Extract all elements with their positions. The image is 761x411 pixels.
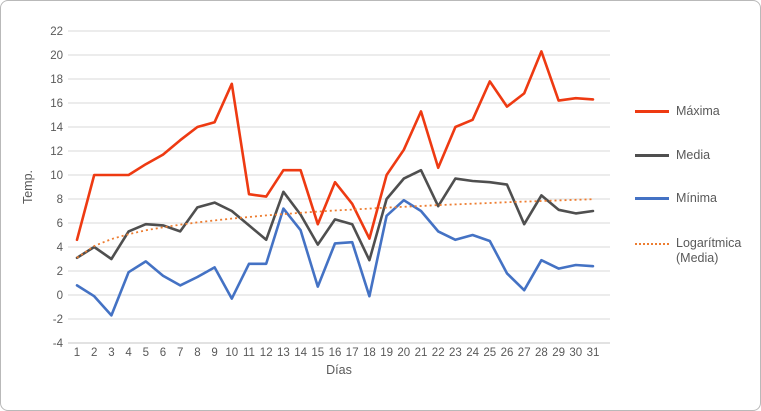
y-tick-label: -2 [53,314,63,326]
y-tick-label: 18 [50,74,63,86]
legend-label-maxima: Máxima [676,104,720,118]
x-tick-label: 29 [552,347,565,359]
logaritmica-line-swatch-icon [635,243,669,245]
x-tick-label: 24 [466,347,479,359]
x-tick-label: 26 [501,347,514,359]
y-tick-label: 16 [50,98,63,110]
y-axis-title: Temp. [21,170,35,204]
y-tick-label: 4 [57,242,64,254]
x-tick-label: 12 [260,347,273,359]
series-line-mxima [75,50,595,242]
x-tick-label: 27 [518,347,531,359]
legend-label-media: Media [676,148,711,162]
maxima-line-swatch-icon [635,110,669,113]
x-tick-label: 7 [177,347,183,359]
x-tick-label: 17 [346,347,359,359]
x-tick-label: 23 [449,347,462,359]
x-tick-label: 11 [243,347,255,359]
x-tick-label: 19 [380,347,393,359]
legend-item-logaritmica: Logarítmica (Media) [633,236,756,266]
x-tick-label: 4 [125,347,132,359]
series-line-media [75,168,595,262]
legend-item-minima: Mínima [633,191,717,206]
x-tick-label: 10 [225,347,238,359]
x-tick-label: 20 [397,347,410,359]
legend-label-logaritmica: Logarítmica (Media) [676,236,742,265]
x-axis-title: Días [326,363,352,377]
x-tick-label: 14 [294,347,307,359]
media-line-swatch-icon [635,154,669,157]
chart-legend: Máxima Media Mínima Logarítmica (Media) [633,1,759,410]
x-tick-label: 18 [363,347,376,359]
y-tick-label: 14 [50,122,63,134]
x-tick-label: 30 [569,347,582,359]
y-tick-label: 2 [57,266,63,278]
x-tick-label: 5 [143,347,149,359]
x-tick-label: 16 [329,347,342,359]
x-tick-label: 21 [415,347,428,359]
y-tick-label: -4 [53,338,64,350]
series-line-mnima [75,198,595,317]
y-tick-label: 20 [50,50,63,62]
legend-item-maxima: Máxima [633,104,720,119]
x-tick-label: 1 [74,347,80,359]
x-tick-label: 22 [432,347,445,359]
x-tick-label: 6 [160,347,166,359]
y-tick-label: 6 [57,218,63,230]
x-tick-label: 2 [91,347,97,359]
y-tick-label: 22 [50,26,63,38]
minima-line-swatch-icon [635,197,669,200]
x-tick-label: 13 [277,347,290,359]
x-tick-label: 3 [108,347,114,359]
x-tick-label: 28 [535,347,548,359]
x-tick-label: 31 [587,347,600,359]
legend-item-media: Media [633,148,710,163]
trendline-logaritmica [76,198,594,259]
x-tick-label: 8 [194,347,200,359]
y-tick-label: 10 [50,170,63,182]
y-tick-label: 8 [57,194,63,206]
y-tick-label: 0 [57,290,63,302]
y-tick-label: 12 [50,146,63,158]
x-tick-label: 25 [483,347,496,359]
x-tick-label: 9 [211,347,217,359]
legend-label-minima: Mínima [676,191,717,205]
x-tick-label: 15 [311,347,324,359]
